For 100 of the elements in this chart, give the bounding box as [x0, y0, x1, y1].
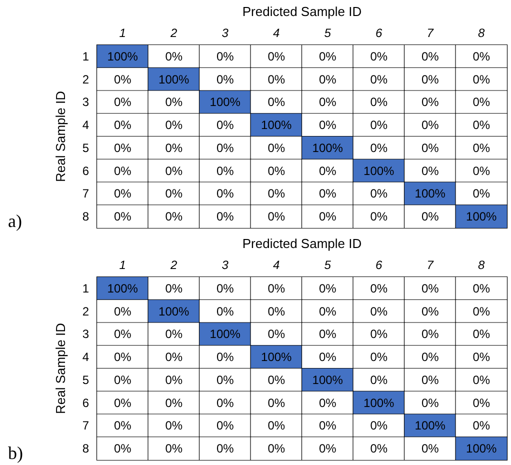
data-label: 0%	[216, 210, 234, 224]
x-tick-label: 8	[478, 26, 486, 40]
data-label: 0%	[268, 210, 286, 224]
data-label: 100%	[312, 140, 344, 155]
y-tick-label: 8	[82, 442, 90, 456]
x-axis-title: Predicted Sample ID	[242, 236, 362, 251]
data-label: 0%	[216, 350, 234, 364]
data-label: 0%	[165, 186, 183, 201]
data-label: 0%	[114, 304, 132, 318]
data-label: 0%	[114, 350, 132, 364]
data-label: 0%	[472, 95, 490, 110]
data-label: 0%	[370, 350, 388, 364]
data-label: 0%	[370, 304, 388, 318]
data-label: 0%	[268, 95, 286, 110]
x-tick-label: 1	[119, 258, 126, 272]
data-label: 100%	[414, 186, 446, 201]
data-label: 0%	[421, 396, 440, 410]
y-tick-label: 2	[82, 304, 90, 318]
data-label: 0%	[472, 164, 490, 178]
y-axis-title: Real Sample ID	[53, 322, 68, 414]
data-label: 0%	[216, 72, 234, 86]
data-label: 0%	[165, 210, 183, 224]
data-label: 0%	[114, 442, 132, 456]
data-label: 0%	[472, 186, 490, 201]
data-label: 0%	[318, 95, 337, 110]
x-tick-label: 3	[222, 26, 229, 40]
data-label: 0%	[165, 49, 183, 64]
data-label: 0%	[472, 140, 490, 155]
data-label: 0%	[216, 372, 234, 387]
data-label: 100%	[158, 72, 190, 86]
data-label: 0%	[165, 396, 183, 410]
data-label: 0%	[165, 327, 183, 342]
data-label: 0%	[318, 118, 337, 132]
data-label: 0%	[114, 95, 132, 110]
y-tick-label: 1	[82, 49, 90, 64]
data-label: 0%	[318, 186, 337, 201]
data-label: 0%	[370, 72, 388, 86]
x-tick-label: 5	[324, 26, 332, 40]
data-label: 0%	[114, 118, 132, 132]
data-label: 100%	[466, 442, 498, 456]
y-tick-label: 7	[82, 186, 90, 201]
x-tick-label: 7	[426, 26, 435, 40]
data-label: 0%	[165, 95, 183, 110]
data-label: 0%	[268, 140, 286, 155]
data-label: 0%	[370, 49, 388, 64]
data-label: 0%	[268, 442, 286, 456]
x-tick-label: 8	[478, 258, 486, 272]
data-label: 0%	[165, 281, 183, 296]
x-tick-label: 4	[273, 26, 280, 40]
data-label: 0%	[165, 372, 183, 387]
y-tick-label: 4	[82, 118, 90, 132]
data-label: 0%	[370, 140, 388, 155]
x-tick-label: 4	[273, 258, 280, 272]
data-label: 0%	[216, 49, 234, 64]
data-label: 0%	[318, 442, 337, 456]
data-label: 0%	[472, 396, 490, 410]
data-label: 0%	[421, 327, 440, 342]
data-label: 0%	[370, 186, 388, 201]
data-label: 0%	[114, 72, 132, 86]
data-label: 0%	[165, 118, 183, 132]
data-label: 100%	[364, 164, 395, 178]
data-label: 0%	[370, 418, 388, 433]
y-tick-label: 5	[82, 140, 90, 155]
data-label: 0%	[472, 72, 490, 86]
data-label: 0%	[216, 418, 234, 433]
y-tick-label: 5	[82, 372, 90, 387]
data-label: 0%	[268, 396, 286, 410]
data-label: 0%	[472, 118, 490, 132]
data-label: 0%	[318, 418, 337, 433]
x-tick-label: 7	[426, 258, 435, 272]
data-label: 0%	[165, 164, 183, 178]
data-label: 0%	[216, 186, 234, 201]
data-label: 0%	[370, 210, 388, 224]
data-label: 0%	[370, 95, 388, 110]
data-label: 0%	[268, 164, 286, 178]
data-label: 0%	[216, 118, 234, 132]
data-label: 0%	[370, 327, 388, 342]
data-label: 0%	[421, 281, 440, 296]
data-label: 0%	[472, 304, 490, 318]
data-label: 0%	[318, 327, 337, 342]
data-label: 0%	[114, 164, 132, 178]
data-label: 100%	[261, 118, 292, 132]
data-label: 0%	[216, 164, 234, 178]
y-tick-label: 8	[82, 210, 90, 224]
data-label: 100%	[107, 49, 138, 64]
data-label: 0%	[318, 72, 337, 86]
data-label: 0%	[216, 396, 234, 410]
data-label: 0%	[472, 372, 490, 387]
y-tick-label: 1	[82, 281, 90, 296]
data-label: 100%	[210, 95, 241, 110]
data-label: 0%	[421, 304, 440, 318]
text: a)	[8, 211, 22, 231]
data-label: 0%	[472, 49, 490, 64]
data-label: 0%	[421, 72, 440, 86]
y-tick-label: 6	[82, 164, 90, 178]
data-label: 0%	[370, 442, 388, 456]
y-tick-label: 2	[82, 72, 90, 86]
data-label: 100%	[158, 304, 190, 318]
data-label: 0%	[370, 118, 388, 132]
data-label: 0%	[318, 210, 337, 224]
